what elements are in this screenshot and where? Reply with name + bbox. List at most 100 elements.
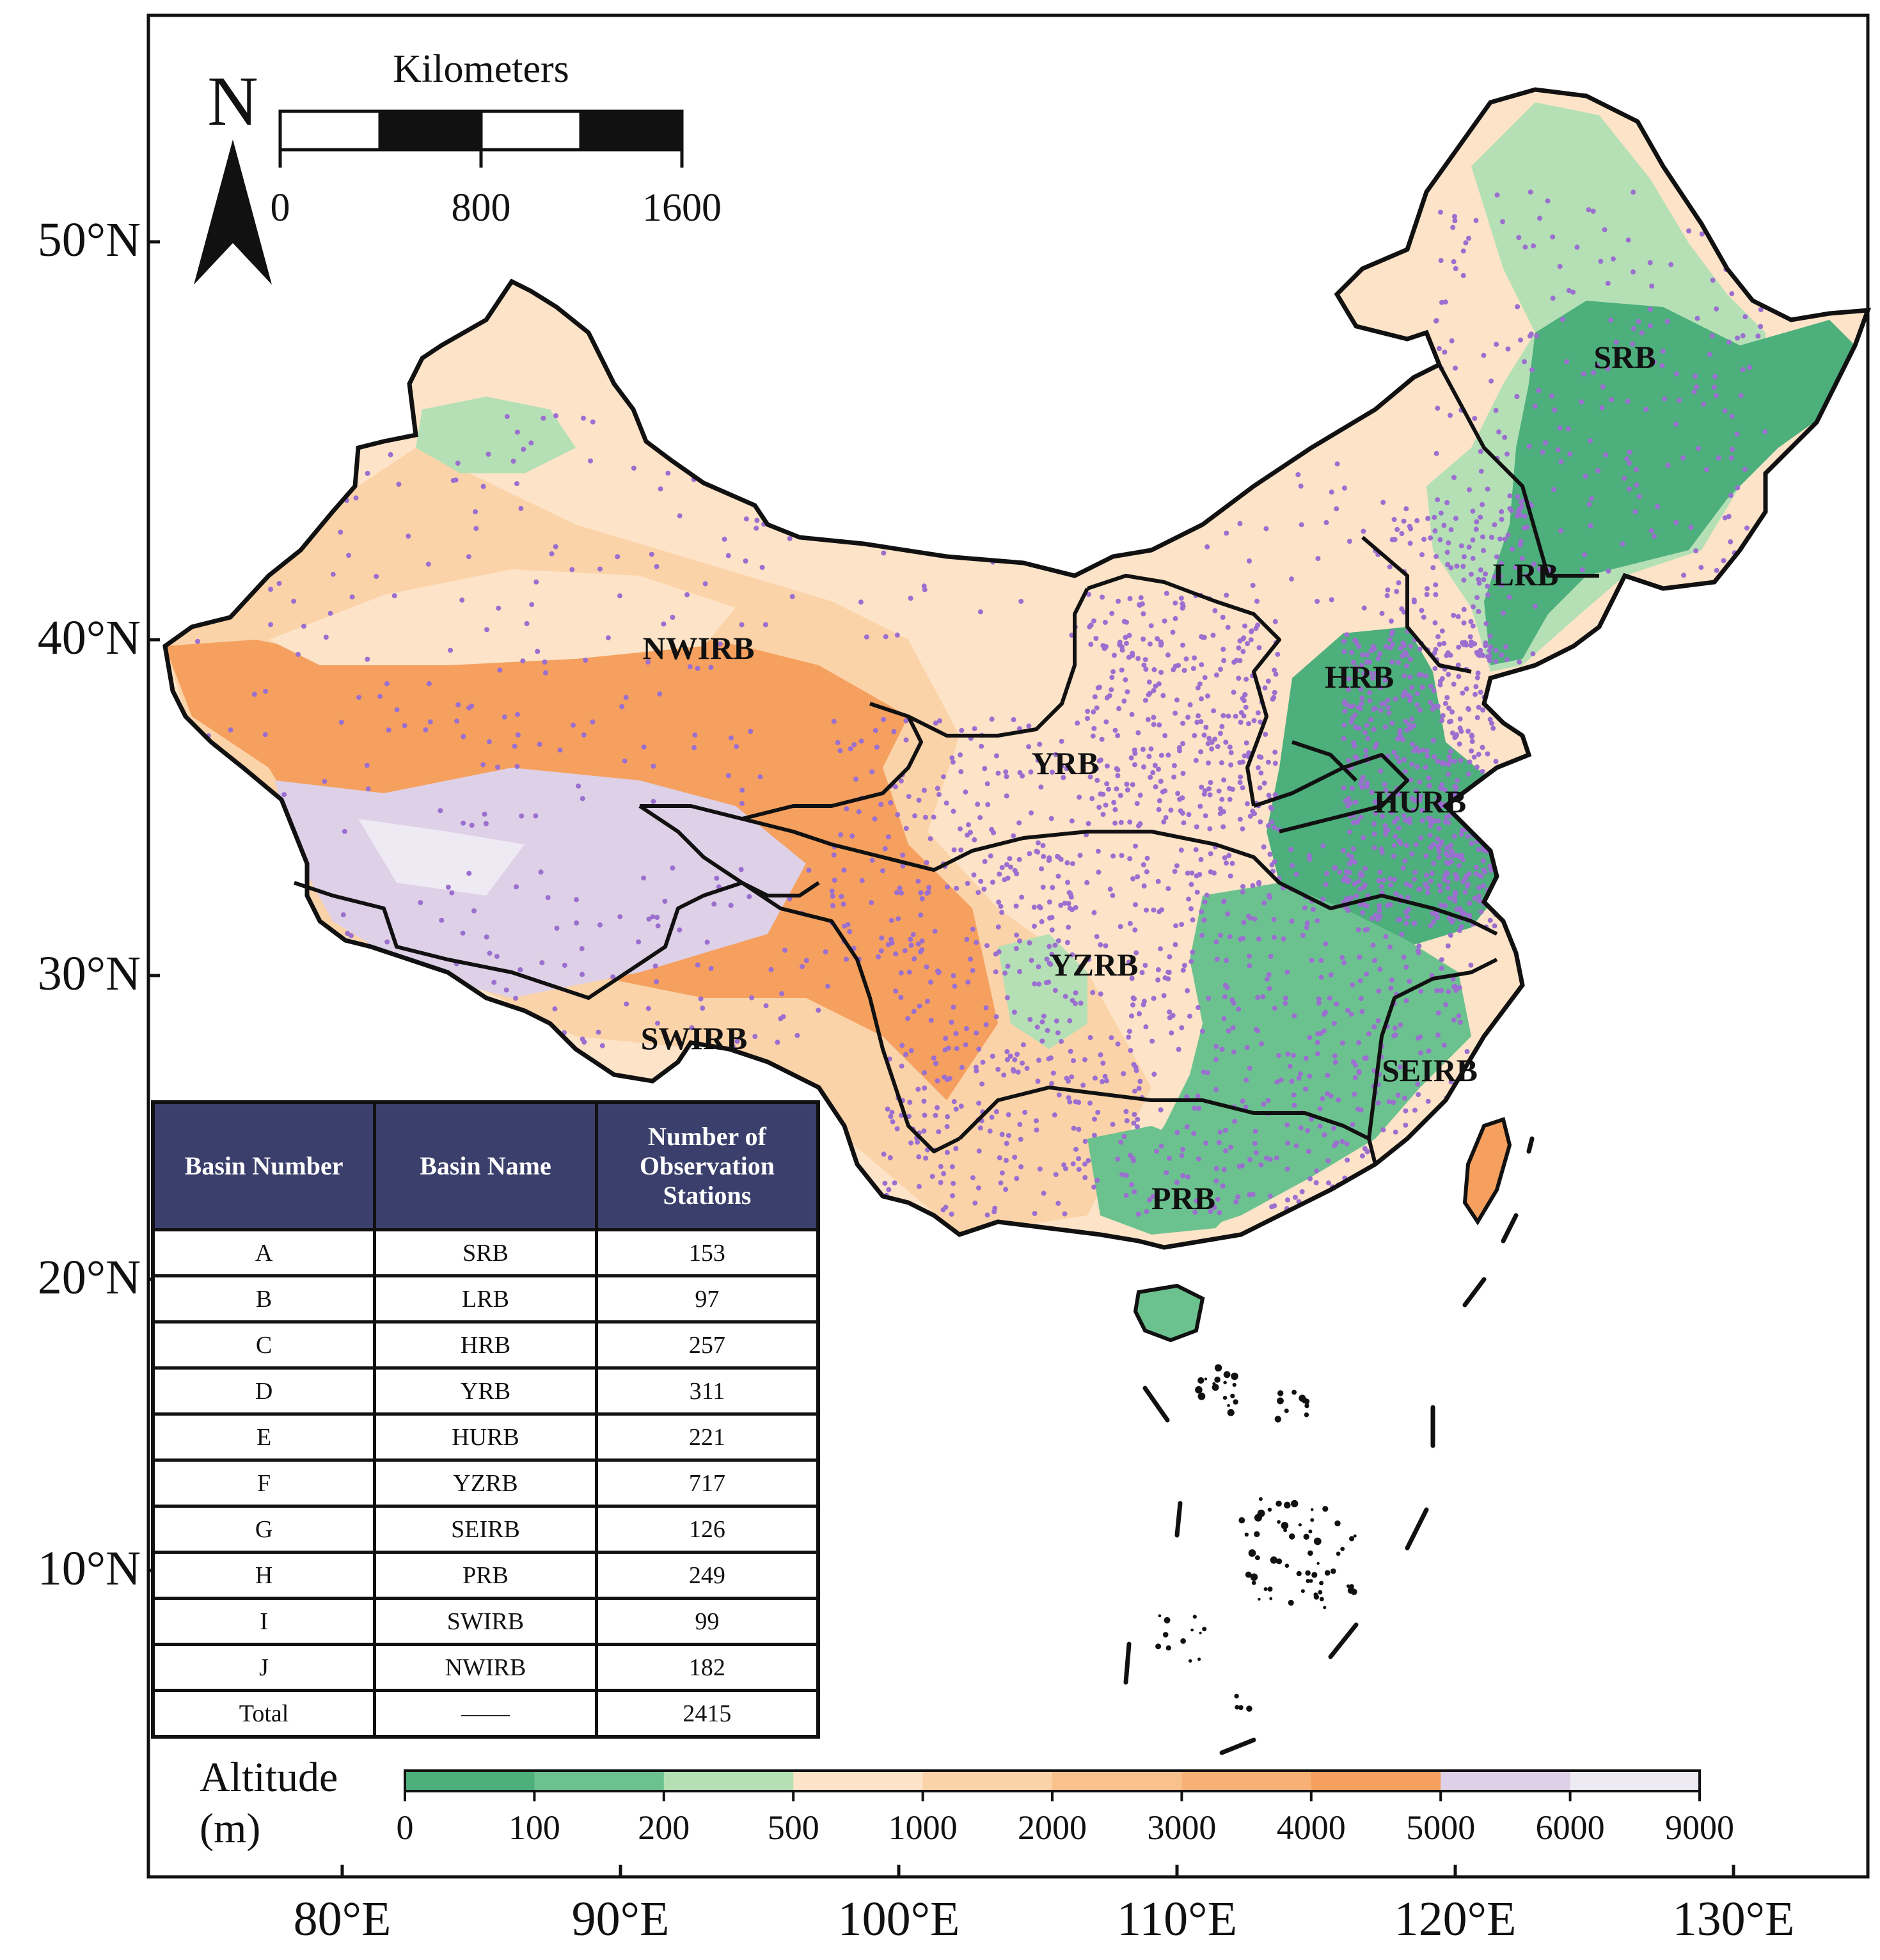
sea-island [1246, 1705, 1252, 1712]
station-dot [923, 1155, 929, 1161]
station-dot [1404, 663, 1410, 669]
station-dot [1410, 741, 1416, 747]
station-dot [1418, 793, 1423, 799]
station-dot [1519, 503, 1525, 509]
station-dot [1015, 1069, 1021, 1075]
sea-island [1162, 1632, 1169, 1638]
station-dot [1722, 408, 1728, 414]
station-dot [1407, 523, 1412, 529]
station-dot [1082, 1174, 1088, 1180]
station-dot [554, 926, 560, 931]
station-dot [1419, 818, 1425, 823]
station-dot [1050, 1070, 1056, 1076]
station-dot [1438, 209, 1443, 215]
station-dot [940, 774, 946, 780]
station-dot [1474, 675, 1480, 681]
station-dot [1272, 1203, 1277, 1209]
station-dot [1139, 970, 1145, 976]
station-dot [1442, 700, 1448, 706]
station-dot [1351, 740, 1357, 746]
station-dot [1394, 816, 1400, 821]
station-dot [1346, 686, 1351, 692]
station-dot [1290, 863, 1295, 869]
sea-island [1232, 1382, 1236, 1387]
station-dot [1704, 467, 1709, 473]
station-dot [1115, 1041, 1121, 1047]
station-dot [1135, 1212, 1141, 1217]
station-dot [1141, 862, 1146, 867]
station-dot [993, 1109, 999, 1114]
station-dot [899, 1063, 904, 1069]
station-dot [983, 1005, 989, 1011]
station-dot [953, 1146, 959, 1151]
station-dot [1155, 878, 1161, 884]
station-dot [1262, 685, 1268, 691]
station-dot [1253, 1150, 1259, 1156]
station-dot [1380, 500, 1386, 505]
station-dot [1284, 1166, 1290, 1172]
station-dot [1017, 1121, 1023, 1127]
table-row: J NWIRB 182 [151, 1643, 820, 1692]
station-dot [677, 513, 683, 519]
station-dot [1449, 730, 1455, 736]
station-dot [1186, 812, 1192, 818]
station-dot [1444, 652, 1449, 658]
station-dot [1176, 1047, 1181, 1052]
station-dot [1625, 237, 1631, 243]
station-dot [1374, 741, 1379, 747]
station-dot [1439, 628, 1445, 634]
station-dot [503, 987, 509, 993]
station-dot [1213, 672, 1219, 678]
station-dot [896, 916, 901, 922]
station-dot [1408, 644, 1414, 649]
station-dot [615, 554, 620, 560]
station-dot [1198, 749, 1204, 755]
station-dot [1534, 333, 1540, 338]
terrain-south-lowland [1126, 883, 1471, 1228]
station-dot [1361, 670, 1367, 676]
legend-unit: (m) [200, 1805, 260, 1852]
station-dot [958, 847, 964, 853]
station-dot [1257, 785, 1263, 791]
station-dot [1431, 919, 1437, 925]
station-dot [1443, 1002, 1449, 1008]
station-dot [1134, 1068, 1139, 1073]
station-dot [1132, 996, 1137, 1002]
station-dot [918, 912, 924, 918]
station-dot [1424, 873, 1429, 878]
station-dot [1092, 694, 1098, 700]
station-dot [1109, 675, 1115, 680]
station-dot [1341, 485, 1347, 491]
altitude-legend: Altitude (m) 0 100 200 500 1000 2000 3000 4000 5… [200, 1754, 1734, 1852]
station-dot [1126, 654, 1132, 660]
station-dot [661, 621, 667, 627]
station-dot [928, 836, 933, 842]
station-dot [1376, 988, 1382, 994]
station-dot [1430, 911, 1435, 916]
station-dot [652, 963, 658, 969]
station-dot [1151, 722, 1157, 727]
station-dot [1267, 1193, 1273, 1199]
station-dot [893, 951, 899, 957]
station-dot [1206, 736, 1212, 741]
station-dot [517, 967, 523, 972]
station-dot [1393, 891, 1399, 897]
station-dot [1370, 942, 1376, 948]
station-dot [1518, 499, 1524, 505]
station-dot [1058, 903, 1064, 908]
station-dot [1502, 536, 1508, 542]
station-dot [1634, 467, 1639, 472]
sea-island [1165, 1645, 1171, 1651]
station-dot [1461, 554, 1467, 560]
station-dot [1432, 650, 1437, 656]
table-row: B LRB 97 [151, 1274, 820, 1324]
station-dot [1220, 713, 1226, 718]
station-dot [1201, 791, 1207, 797]
station-dot [1044, 956, 1050, 962]
station-dot [495, 764, 500, 770]
station-dot [1403, 1122, 1409, 1128]
station-dot [1246, 750, 1252, 755]
sea-island [1197, 1377, 1205, 1384]
sea-island [1217, 1367, 1221, 1371]
